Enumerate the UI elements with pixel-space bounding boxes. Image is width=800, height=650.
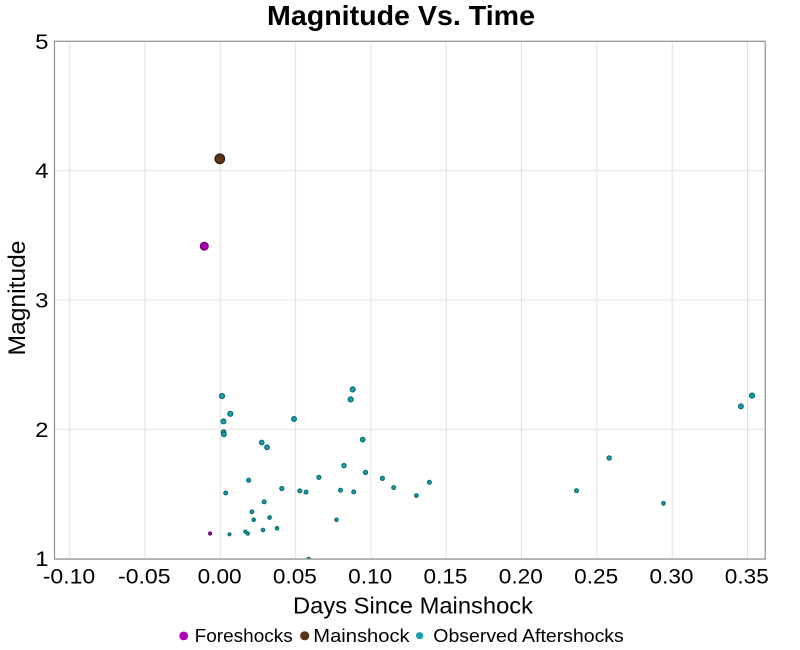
svg-text:Magnitude: Magnitude [4,241,31,356]
svg-text:5: 5 [35,30,48,54]
svg-text:Days Since Mainshock: Days Since Mainshock [293,593,533,619]
svg-text:4: 4 [35,159,48,183]
svg-text:1: 1 [35,547,48,571]
svg-text:2: 2 [35,418,48,442]
svg-text:0.30: 0.30 [650,565,694,589]
svg-text:-0.05: -0.05 [118,565,171,589]
svg-text:0.20: 0.20 [499,565,543,589]
svg-text:3: 3 [35,289,48,313]
svg-text:0.25: 0.25 [574,565,618,589]
svg-text:Observed Aftershocks: Observed Aftershocks [433,626,624,646]
svg-text:Mainshock: Mainshock [313,626,410,646]
svg-text:0.00: 0.00 [198,565,242,589]
svg-text:0.10: 0.10 [348,565,392,589]
svg-text:Foreshocks: Foreshocks [195,626,293,646]
svg-text:Magnitude Vs. Time: Magnitude Vs. Time [267,0,535,31]
svg-text:-0.10: -0.10 [43,565,96,589]
svg-text:0.05: 0.05 [273,565,317,589]
svg-text:0.35: 0.35 [725,565,769,589]
svg-text:0.15: 0.15 [424,565,468,589]
